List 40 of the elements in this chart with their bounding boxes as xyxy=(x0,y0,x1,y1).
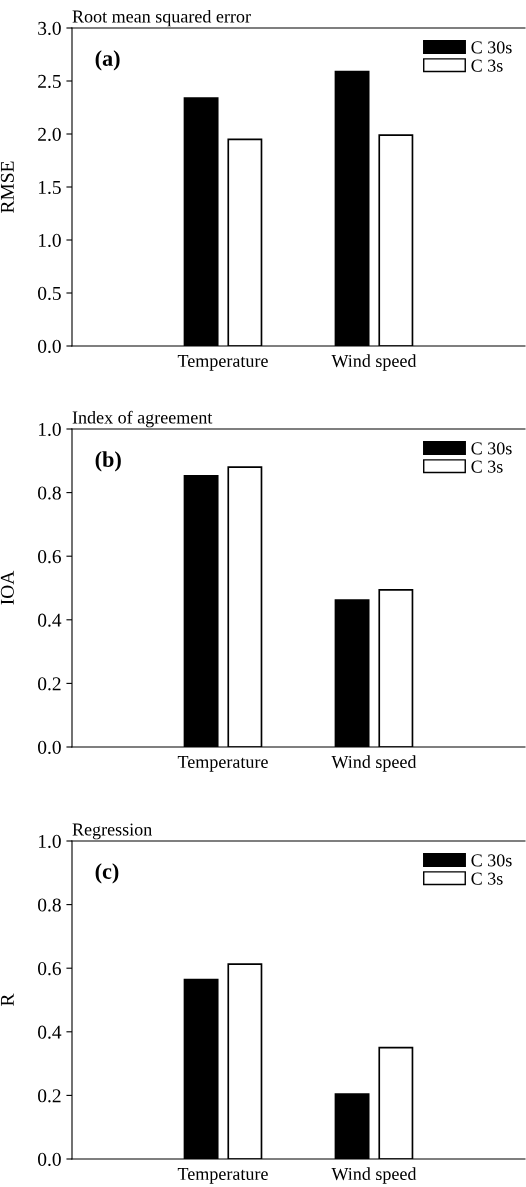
x-tick-label: Wind speed xyxy=(331,354,417,371)
y-tick-label: 1.0 xyxy=(38,834,61,849)
y-tick-label: 0.0 xyxy=(38,740,61,755)
annotation: (a) xyxy=(95,50,120,71)
y-tick-label: 0.8 xyxy=(38,486,61,500)
legend-label: C 3s xyxy=(471,59,503,72)
x-tick-label: Temperature xyxy=(177,1168,268,1184)
x-tick-label: Wind speed xyxy=(331,755,417,772)
y-tick-label: 1.5 xyxy=(38,180,61,195)
y-tick-label: 0.6 xyxy=(38,962,61,976)
y-tick-label: 2.0 xyxy=(38,127,61,142)
y-axis-title: IOA xyxy=(0,570,14,605)
y-axis-title: RMSE xyxy=(0,161,14,213)
annotation: (c) xyxy=(95,863,119,884)
legend-label: C 3s xyxy=(471,460,503,473)
legend-label: C 30s xyxy=(471,41,512,54)
y-tick-label: 0.4 xyxy=(38,613,62,627)
y-axis-title: R xyxy=(0,993,14,1006)
y-tick-label: 0.2 xyxy=(38,677,61,691)
y-tick-label: 0.6 xyxy=(38,550,61,564)
y-tick-label: 2.5 xyxy=(38,74,61,89)
annotation: (b) xyxy=(95,451,121,472)
chart-title: Index of agreement xyxy=(72,410,213,428)
x-tick-label: Temperature xyxy=(177,355,268,371)
y-tick-label: 0.0 xyxy=(38,339,61,354)
x-tick-label: Temperature xyxy=(177,756,268,772)
chart-title: Regression xyxy=(72,823,152,840)
chart-title: Root mean squared error xyxy=(72,9,251,27)
x-tick-label: Wind speed xyxy=(331,1167,417,1184)
legend-label: C 30s xyxy=(471,854,512,867)
y-tick-label: 1.0 xyxy=(38,233,61,248)
y-tick-label: 0.5 xyxy=(38,286,61,301)
legend-label: C 30s xyxy=(471,442,512,455)
y-tick-label: 0.8 xyxy=(38,898,61,912)
y-tick-label: 0.4 xyxy=(38,1025,62,1039)
y-tick-label: 0.0 xyxy=(38,1152,61,1167)
legend-label: C 3s xyxy=(471,872,503,885)
y-tick-label: 3.0 xyxy=(38,21,61,36)
y-tick-label: 0.2 xyxy=(38,1089,61,1103)
y-tick-label: 1.0 xyxy=(38,422,61,437)
